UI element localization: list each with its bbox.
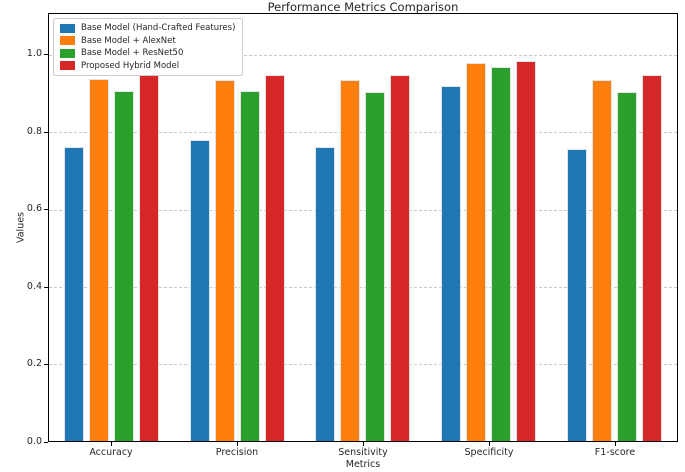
- x-tick-mark: [111, 442, 112, 446]
- y-tick-label: 0.0: [26, 436, 42, 447]
- bar: [189, 139, 210, 441]
- y-tick-mark: [44, 131, 48, 133]
- bar: [239, 90, 260, 441]
- legend-label: Base Model (Hand-Crafted Features): [81, 23, 236, 33]
- bar: [315, 147, 336, 441]
- bar: [516, 61, 537, 441]
- legend-label: Base Model + ResNet50: [81, 48, 184, 58]
- y-tick-label: 1.0: [26, 48, 42, 60]
- legend-item: Base Model (Hand-Crafted Features): [60, 23, 235, 33]
- bar: [566, 149, 587, 441]
- bar: [641, 75, 662, 441]
- x-tick-mark: [363, 442, 364, 446]
- legend: Base Model (Hand-Crafted Features) Base M…: [53, 18, 244, 76]
- x-tick-label: Sensitivity: [338, 447, 388, 458]
- gridline: [49, 132, 677, 134]
- y-tick-label: 0.6: [26, 203, 42, 215]
- legend-item: Base Model + ResNet50: [60, 48, 235, 58]
- legend-swatch-icon: [60, 36, 75, 45]
- bar: [616, 91, 637, 441]
- y-tick-label: 0.2: [26, 358, 42, 370]
- bar-group-specificity: [426, 14, 552, 441]
- x-tick-label: Specificity: [464, 447, 514, 458]
- x-tick-label: F1-score: [594, 447, 636, 458]
- bar: [214, 79, 235, 441]
- bar: [114, 91, 135, 441]
- bar: [340, 79, 361, 441]
- bar-group-sensitivity: [300, 14, 426, 441]
- bar-group-precision: [175, 14, 301, 441]
- x-tick-mark: [615, 442, 616, 446]
- bar: [466, 62, 487, 441]
- gridline: [49, 363, 677, 365]
- x-tick-label: Precision: [215, 447, 259, 458]
- y-tick-mark: [44, 54, 48, 56]
- bar: [89, 79, 110, 441]
- x-tick-label: Accuracy: [89, 447, 133, 458]
- legend-item: Base Model + AlexNet: [60, 36, 235, 46]
- bar: [64, 147, 85, 441]
- y-tick-label: 0.4: [26, 280, 42, 292]
- gridline: [49, 286, 677, 288]
- bar: [390, 75, 411, 441]
- bar: [365, 91, 386, 441]
- bar: [491, 66, 512, 441]
- legend-item: Proposed Hybrid Model: [60, 61, 235, 71]
- x-tick-mark: [489, 442, 490, 446]
- y-tick-mark: [44, 286, 48, 288]
- chart-title: Performance Metrics Comparison: [267, 0, 459, 14]
- legend-swatch-icon: [60, 61, 75, 70]
- bar-group-f1-score: [551, 14, 677, 441]
- legend-label: Base Model + AlexNet: [81, 35, 176, 46]
- bar-group-accuracy: [49, 14, 175, 441]
- bar: [139, 74, 160, 441]
- gridline: [49, 55, 677, 57]
- x-axis-label: Metrics: [345, 459, 381, 470]
- bar: [591, 79, 612, 441]
- legend-swatch-icon: [60, 48, 75, 58]
- bar-groups: [49, 14, 677, 441]
- legend-label: Proposed Hybrid Model: [81, 60, 180, 71]
- y-tick-mark: [44, 442, 48, 443]
- y-tick-label: 0.8: [26, 125, 42, 137]
- gridline: [49, 209, 677, 211]
- y-tick-mark: [44, 209, 48, 211]
- plot-area: Base Model (Hand-Crafted Features) Base M…: [48, 13, 678, 442]
- bar: [441, 85, 462, 441]
- bar: [264, 75, 285, 441]
- x-tick-mark: [237, 442, 238, 446]
- y-tick-mark: [44, 364, 48, 366]
- legend-swatch-icon: [60, 23, 75, 33]
